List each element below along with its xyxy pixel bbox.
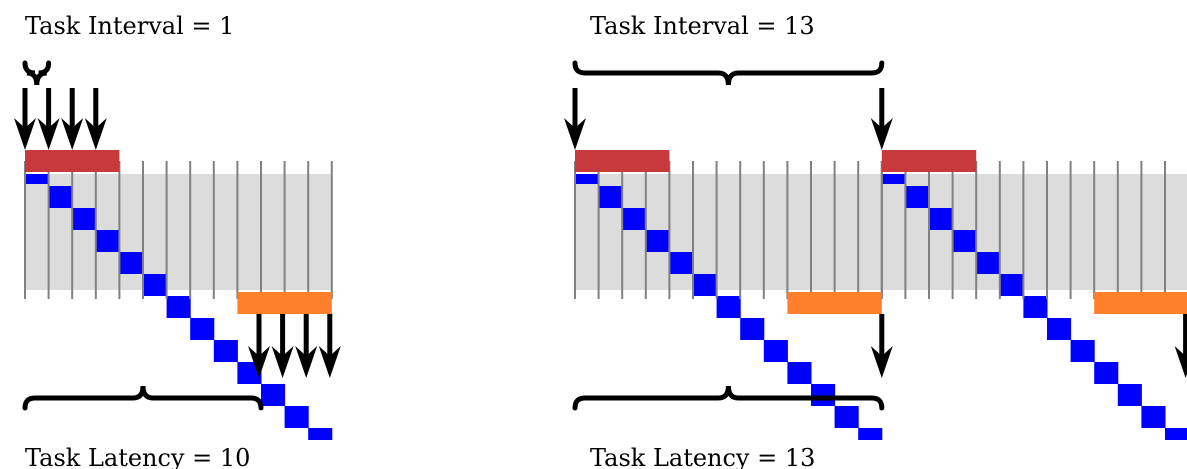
right-task2-input-bar	[881, 150, 977, 172]
right-task2-step-block-11	[1117, 384, 1142, 406]
right-task1-step-block-13	[858, 428, 883, 440]
right-task1-step-block-9	[763, 340, 788, 362]
left-input-arrow-1-head	[14, 118, 36, 150]
left-input-bar	[25, 150, 120, 172]
right-task2-output-bar	[1094, 292, 1187, 314]
right-task2-step-block-10	[1094, 362, 1119, 384]
right-latency-brace	[572, 385, 885, 411]
left-step-block-7	[166, 296, 191, 318]
left-step-block-8	[190, 318, 215, 340]
right-task1-step-block-4	[645, 230, 670, 252]
right-output-arrow-2-head	[1174, 346, 1187, 378]
right-task1-step-block-2	[598, 186, 623, 208]
right-task1-step-block-6	[693, 274, 718, 296]
right-task2-step-block-12	[1141, 406, 1166, 428]
background-bands	[25, 174, 1187, 290]
left-latency-brace	[22, 385, 264, 411]
right-task2-step-block-3	[929, 208, 954, 230]
left-step-block-5	[119, 252, 144, 274]
grid-lines	[24, 161, 1166, 299]
left-input-arrow-3-head	[61, 118, 84, 150]
left-output-arrow-3-head	[295, 346, 318, 378]
left-output-arrow-4-head	[318, 346, 341, 378]
right-latency-label: Task Latency = 13	[590, 444, 815, 469]
left-input-arrow-2-head	[37, 118, 60, 150]
left-latency-label: Task Latency = 10	[25, 444, 250, 469]
left-step-block-6	[143, 274, 168, 296]
right-task1-step-block-8	[740, 318, 765, 340]
left-step-block-3	[72, 208, 97, 230]
right-task1-step-block-10	[787, 362, 812, 384]
left-step-block-1	[25, 174, 50, 184]
right-task2-step-block-5	[976, 252, 1001, 274]
right-task1-step-block-3	[622, 208, 647, 230]
right-task2-step-block-9	[1070, 340, 1095, 362]
left-step-block-4	[95, 230, 120, 252]
right-input-arrow-1-head	[564, 118, 586, 150]
right-task2-step-block-8	[1047, 318, 1072, 340]
left-band	[25, 174, 332, 290]
right-task1-step-block-7	[716, 296, 741, 318]
right-task1-output-bar	[787, 292, 882, 314]
left-output-bar	[237, 292, 332, 314]
left-step-block-2	[48, 186, 73, 208]
right-input-arrow-2-head	[870, 118, 893, 150]
right-interval-label: Task Interval = 13	[590, 12, 815, 40]
right-task1-step-block-11	[811, 384, 836, 406]
right-interval-brace	[572, 60, 885, 86]
left-interval-brace	[22, 60, 52, 86]
right-task2-step-block-1	[881, 174, 906, 184]
left-output-arrow-1-head	[248, 346, 270, 378]
left-step-block-12	[284, 406, 309, 428]
right-task2-step-block-6	[999, 274, 1024, 296]
right-task1-band	[575, 174, 882, 290]
left-step-block-9	[213, 340, 238, 362]
right-task2-step-block-13	[1165, 428, 1187, 440]
io-bars	[25, 150, 1187, 314]
left-step-block-11	[261, 384, 286, 406]
right-task2-step-block-7	[1023, 296, 1048, 318]
arrows	[14, 88, 1187, 378]
right-task1-step-block-1	[575, 174, 600, 184]
right-task1-step-block-5	[669, 252, 694, 274]
left-input-arrow-4-head	[84, 118, 107, 150]
right-task1-step-block-12	[834, 406, 859, 428]
right-task2-step-block-2	[905, 186, 930, 208]
right-task1-input-bar	[575, 150, 670, 172]
right-task2-step-block-4	[952, 230, 977, 252]
right-task2-band	[881, 174, 1187, 290]
left-step-block-13	[308, 428, 333, 440]
left-output-arrow-2-head	[271, 346, 294, 378]
right-output-arrow-1-head	[870, 346, 893, 378]
braces	[22, 60, 885, 411]
left-interval-label: Task Interval = 1	[25, 12, 234, 40]
step-blocks	[25, 174, 1187, 440]
